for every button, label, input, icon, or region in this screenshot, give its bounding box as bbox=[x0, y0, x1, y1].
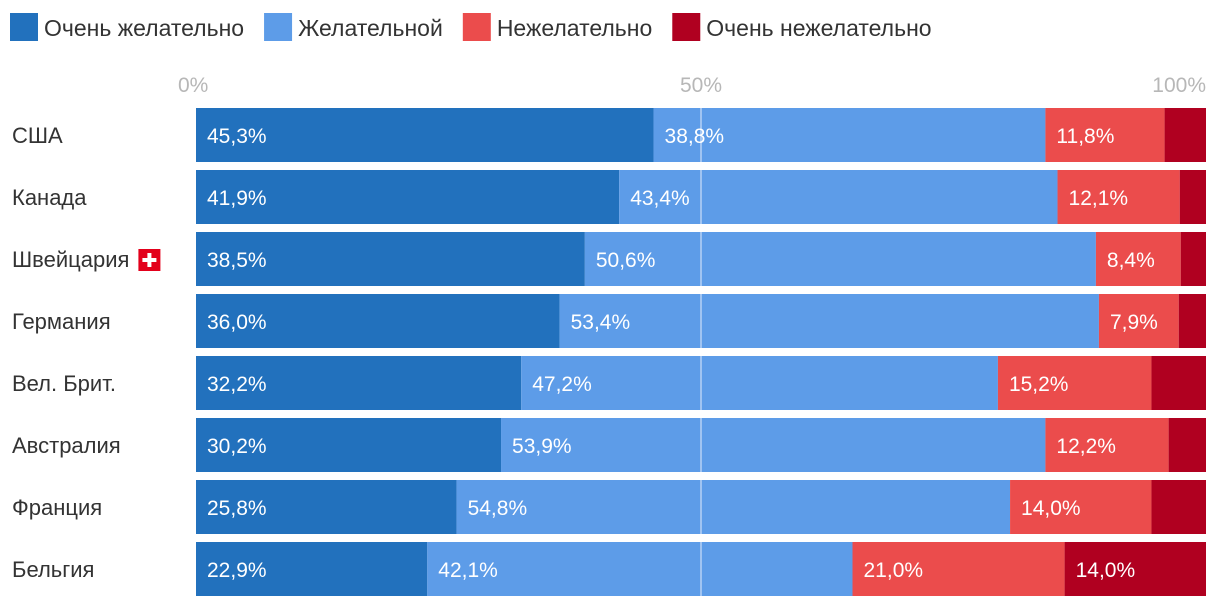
bar-series-2-row-2 bbox=[1095, 232, 1181, 286]
legend-swatch-series-0 bbox=[10, 13, 38, 41]
bar-series-1-row-4 bbox=[521, 356, 998, 410]
value-label-series-0-row-6: 25,8% bbox=[207, 497, 267, 520]
value-label-series-2-row-7: 21,0% bbox=[864, 559, 924, 582]
value-label-series-1-row-7: 42,1% bbox=[438, 559, 498, 582]
value-label-series-1-row-4: 47,2% bbox=[532, 373, 592, 396]
category-label-3: Германия bbox=[12, 309, 111, 334]
bar-series-1-row-0 bbox=[653, 108, 1046, 162]
category-label-2: Швейцария bbox=[12, 247, 129, 272]
bar-series-3-row-4 bbox=[1151, 356, 1206, 410]
x-tick-0: 0% bbox=[178, 74, 208, 97]
bar-series-2-row-0 bbox=[1045, 108, 1165, 162]
value-label-series-0-row-7: 22,9% bbox=[207, 559, 267, 582]
bar-series-1-row-5 bbox=[501, 418, 1046, 472]
category-labels: США Канада Швейцария Германия Вел. Брит. Авст… bbox=[12, 123, 161, 582]
bar-series-2-row-4 bbox=[997, 356, 1152, 410]
value-label-series-2-row-1: 12,1% bbox=[1069, 187, 1129, 210]
x-tick-2: 100% bbox=[1152, 74, 1206, 97]
bar-series-1-row-2 bbox=[584, 232, 1096, 286]
category-label-6: Франция bbox=[12, 495, 102, 520]
value-label-series-2-row-6: 14,0% bbox=[1021, 497, 1081, 520]
legend-swatch-series-3 bbox=[672, 13, 701, 41]
legend-label-series-0: Очень желательно bbox=[44, 15, 244, 41]
swiss-flag-icon bbox=[138, 249, 161, 271]
value-label-series-2-row-2: 8,4% bbox=[1107, 249, 1155, 272]
value-label-series-1-row-3: 53,4% bbox=[571, 311, 631, 334]
bar-series-3-row-5 bbox=[1168, 418, 1206, 472]
legend-label-series-1: Желательной bbox=[298, 15, 443, 41]
legend-label-series-2: Нежелательно bbox=[497, 15, 652, 41]
bars bbox=[196, 108, 1206, 596]
bar-series-1-row-7 bbox=[427, 542, 853, 596]
category-label-0: США bbox=[12, 123, 63, 148]
bar-series-0-row-5 bbox=[196, 418, 502, 472]
value-label-series-1-row-1: 43,4% bbox=[630, 187, 690, 210]
category-label-4: Вел. Брит. bbox=[12, 371, 116, 396]
x-tick-1: 50% bbox=[680, 74, 722, 97]
bar-series-0-row-4 bbox=[196, 356, 522, 410]
value-label-series-2-row-3: 7,9% bbox=[1110, 311, 1158, 334]
bar-series-1-row-3 bbox=[559, 294, 1099, 348]
legend-swatch-series-2 bbox=[462, 13, 491, 41]
bar-series-3-row-7 bbox=[1064, 542, 1206, 596]
value-label-series-1-row-6: 54,8% bbox=[468, 497, 528, 520]
bar-series-2-row-6 bbox=[1010, 480, 1152, 534]
legend-swatch-series-1 bbox=[264, 13, 293, 41]
value-label-series-0-row-3: 36,0% bbox=[207, 311, 267, 334]
value-label-series-1-row-0: 38,8% bbox=[665, 125, 725, 148]
bar-series-1-row-1 bbox=[619, 170, 1058, 224]
value-label-series-0-row-2: 38,5% bbox=[207, 249, 267, 272]
bar-series-2-row-3 bbox=[1098, 294, 1179, 348]
bar-series-3-row-3 bbox=[1178, 294, 1206, 348]
value-label-series-3-row-7: 14,0% bbox=[1076, 559, 1136, 582]
category-label-1: Канада bbox=[12, 185, 87, 210]
bar-series-3-row-1 bbox=[1179, 170, 1206, 224]
legend: Очень желательно Желательной Нежелательно О… bbox=[10, 13, 932, 41]
bar-series-0-row-0 bbox=[196, 108, 654, 162]
bar-series-1-row-6 bbox=[456, 480, 1011, 534]
value-labels: 45,3% 38,8% 11,8% 41,9% 43,4% 12,1% 38,5% 50,6%… bbox=[207, 125, 1158, 582]
bar-series-0-row-2 bbox=[196, 232, 585, 286]
value-label-series-0-row-5: 30,2% bbox=[207, 435, 267, 458]
bar-series-0-row-1 bbox=[196, 170, 620, 224]
value-label-series-0-row-1: 41,9% bbox=[207, 187, 267, 210]
value-label-series-0-row-0: 45,3% bbox=[207, 125, 267, 148]
value-label-series-1-row-5: 53,9% bbox=[512, 435, 572, 458]
value-label-series-2-row-0: 11,8% bbox=[1056, 125, 1114, 148]
bar-series-0-row-7 bbox=[196, 542, 428, 596]
value-label-series-0-row-4: 32,2% bbox=[207, 373, 267, 396]
bar-series-0-row-3 bbox=[196, 294, 560, 348]
bar-series-2-row-1 bbox=[1057, 170, 1180, 224]
category-label-7: Бельгия bbox=[12, 557, 94, 582]
bar-series-2-row-7 bbox=[852, 542, 1065, 596]
value-label-series-2-row-4: 15,2% bbox=[1009, 373, 1069, 396]
bar-series-2-row-5 bbox=[1045, 418, 1169, 472]
bar-series-3-row-6 bbox=[1151, 480, 1206, 534]
value-label-series-2-row-5: 12,2% bbox=[1056, 435, 1116, 458]
value-label-series-1-row-2: 50,6% bbox=[596, 249, 656, 272]
legend-label-series-3: Очень нежелательно bbox=[706, 15, 931, 41]
bar-series-3-row-0 bbox=[1164, 108, 1206, 162]
bar-series-3-row-2 bbox=[1180, 232, 1206, 286]
x-axis-ticks: 0% 50% 100% bbox=[178, 74, 1206, 97]
category-label-5: Австралия bbox=[12, 433, 121, 458]
swiss-flag-cross-horizontal bbox=[142, 258, 157, 262]
bar-series-0-row-6 bbox=[196, 480, 457, 534]
